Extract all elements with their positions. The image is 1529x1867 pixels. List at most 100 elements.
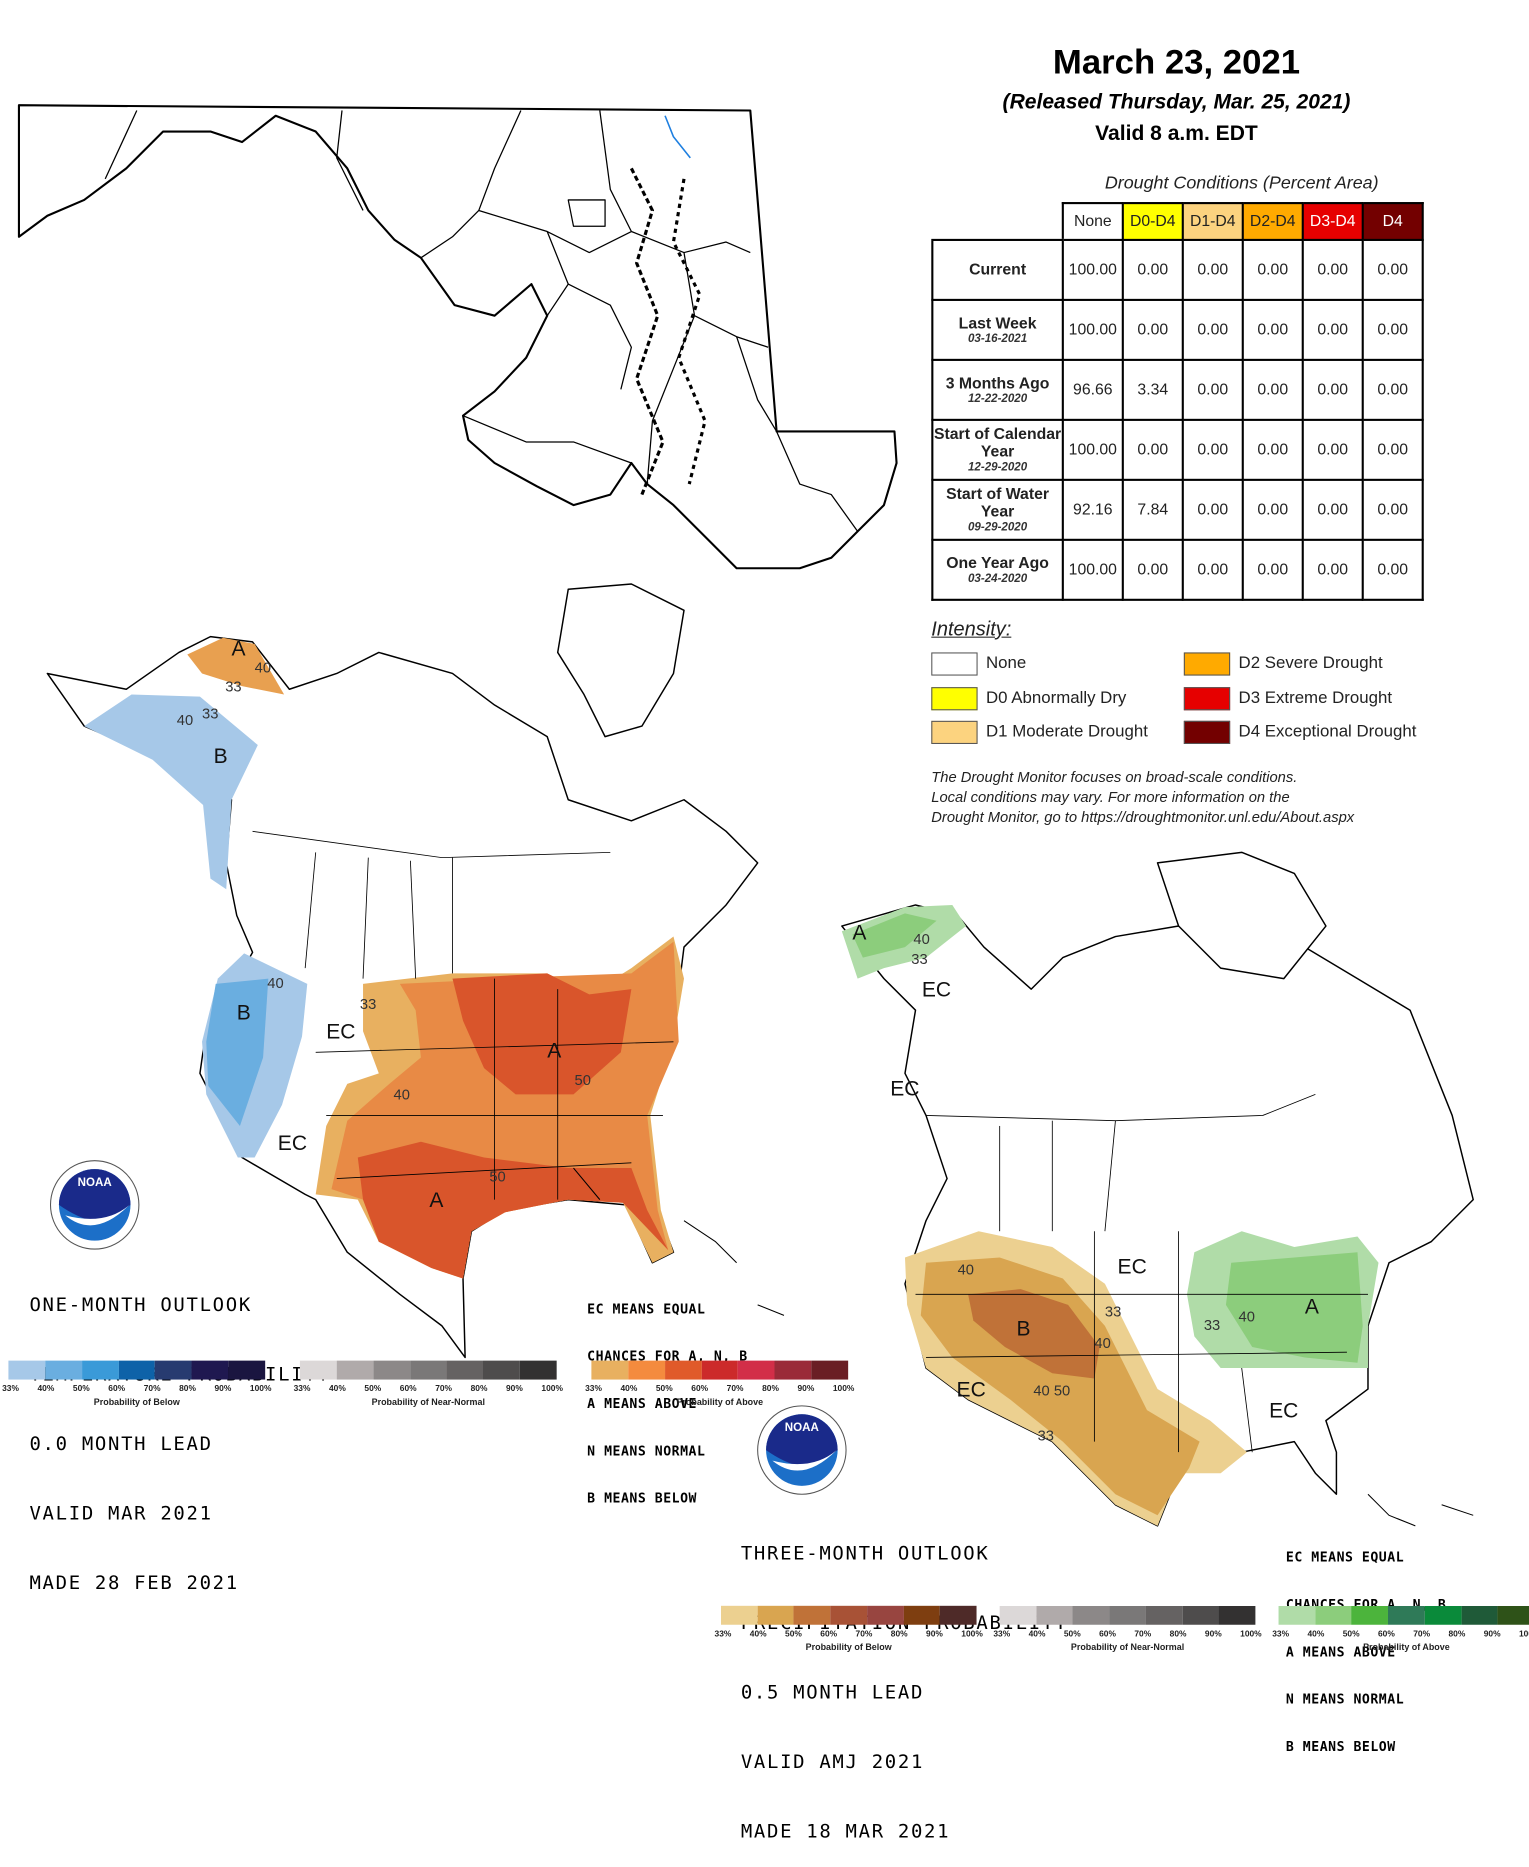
- tick-label: 40%: [749, 1628, 767, 1639]
- tick-label: 60%: [1099, 1628, 1116, 1639]
- colorbar-swatch: [228, 1360, 266, 1380]
- region-label: 40: [176, 711, 194, 729]
- tick-label: 100%: [1240, 1628, 1262, 1639]
- title-line: 0.5 MONTH LEAD: [740, 1681, 925, 1704]
- colorbar-swatch: [1497, 1605, 1529, 1625]
- release-date: (Released Thursday, Mar. 25, 2021): [1002, 90, 1351, 114]
- colorbar-ticks: 33% 40% 50% 60% 70% 80% 90% 100%: [585, 1384, 854, 1395]
- colorbar-swatch: [701, 1360, 739, 1380]
- region-label: EC: [326, 1020, 356, 1044]
- table-cell: 0.00: [1301, 238, 1364, 301]
- legend-item-d2-severe-drought: D2 Severe Drought: [1183, 652, 1383, 676]
- disclaimer-line: The Drought Monitor focuses on broad-sca…: [931, 768, 1298, 786]
- title-line: THREE-MONTH OUTLOOK: [740, 1542, 990, 1565]
- colorbar-swatch: [999, 1605, 1037, 1625]
- row-label: One Year Ago 03-24-2020: [931, 538, 1064, 601]
- column-header-d2-d4: D2-D4: [1241, 202, 1304, 241]
- region-label: 40 50: [1033, 1381, 1071, 1399]
- region-label: A: [429, 1189, 444, 1213]
- legend-label: None: [986, 654, 1027, 673]
- tick-label: 80%: [1169, 1628, 1187, 1639]
- precipitation-outlook-title: THREE-MONTH OUTLOOK PRECIPITATION PROBAB…: [741, 1496, 1068, 1866]
- tick-label: 100%: [961, 1628, 983, 1639]
- tick-label: 90%: [1204, 1628, 1222, 1639]
- row-label-text: One Year Ago: [946, 554, 1049, 572]
- colorbar-swatch: [1218, 1605, 1256, 1625]
- table-cell: 100.00: [1061, 238, 1124, 301]
- region-label: 33: [359, 995, 377, 1013]
- table-cell: 0.00: [1301, 538, 1364, 601]
- table-cell: 0.00: [1301, 358, 1364, 421]
- precipitation-outlook-map: [841, 851, 1474, 1527]
- table-cell: 0.00: [1301, 298, 1364, 361]
- region-label: 33: [911, 950, 928, 968]
- region-label: 40: [393, 1085, 410, 1103]
- row-label: Start of Water Year 09-29-2020: [931, 478, 1064, 541]
- legend-label: D1 Moderate Drought: [986, 722, 1148, 741]
- intensity-legend-title: Intensity:: [931, 618, 1012, 641]
- region-label: EC: [1269, 1399, 1299, 1423]
- colorbar-swatch: [1072, 1605, 1110, 1625]
- region-label: A: [547, 1039, 562, 1063]
- tick-label: 90%: [1483, 1628, 1501, 1639]
- column-header-d1-d4: D1-D4: [1181, 202, 1244, 241]
- colorbar-swatch: [940, 1605, 977, 1625]
- legend-label: D4 Exceptional Drought: [1238, 722, 1417, 741]
- region-label: EC: [956, 1378, 986, 1402]
- tick-label: 40%: [1028, 1628, 1046, 1639]
- colorbar-swatch: [1424, 1605, 1462, 1625]
- table-cell: 0.00: [1181, 358, 1244, 421]
- colorbar-caption: Probability of Below: [93, 1396, 180, 1407]
- row-label: Last Week 03-16-2021: [931, 298, 1064, 361]
- region-label: EC: [921, 978, 952, 1002]
- valid-time: Valid 8 a.m. EDT: [1095, 122, 1258, 146]
- colorbar-swatch: [1388, 1605, 1425, 1625]
- region-label: B: [213, 745, 228, 769]
- colorbar-caption: Probability of Below: [805, 1641, 892, 1653]
- colorbar-ticks: 33% 40% 50% 60% 70% 80% 90% 100%: [1272, 1629, 1529, 1640]
- temperature-outlook-title: ONE-MONTH OUTLOOK TEMPERATURE PROBABILIT…: [29, 1248, 330, 1618]
- map-date-title: March 23, 2021: [1052, 42, 1301, 82]
- table-row: 3 Months Ago 12-22-2020 96.66 3.34 0.00 0.00 0…: [931, 358, 1424, 421]
- column-header-d0-d4: D0-D4: [1121, 202, 1184, 241]
- table-cell: 0.00: [1181, 538, 1244, 601]
- tick-label: 80%: [1448, 1628, 1466, 1639]
- table-cell: 96.66: [1061, 358, 1124, 421]
- tick-label: 33%: [2, 1383, 19, 1394]
- region-label: 33: [202, 705, 219, 722]
- table-cell: 0.00: [1241, 238, 1304, 301]
- tick-label: 60%: [691, 1383, 709, 1394]
- colorbar-swatch: [738, 1360, 775, 1380]
- tick-label: 40%: [1307, 1628, 1325, 1639]
- tick-label: 60%: [108, 1383, 126, 1394]
- tick-label: 90%: [505, 1383, 523, 1394]
- region-label: 40: [267, 974, 284, 992]
- region-label: A: [231, 637, 246, 661]
- title-line: VALID MAR 2021: [29, 1502, 213, 1525]
- tick-label: 70%: [726, 1383, 744, 1394]
- colorbar-swatch: [1109, 1605, 1146, 1625]
- region-label: EC: [1117, 1255, 1147, 1279]
- colorbar-swatch: [45, 1360, 82, 1380]
- tick-label: 70%: [435, 1383, 453, 1394]
- table-cell: 100.00: [1061, 418, 1124, 481]
- tick-label: 50%: [785, 1628, 802, 1639]
- table-cell: 0.00: [1241, 538, 1304, 601]
- region-label: A: [1304, 1295, 1319, 1319]
- precipitation_outlook-colorbar-2: [1278, 1605, 1529, 1625]
- table-row: One Year Ago 03-24-2020 100.00 0.00 0.00 0.00…: [931, 538, 1424, 601]
- row-label: 3 Months Ago 12-22-2020: [931, 358, 1064, 421]
- region-label: 33: [1203, 1316, 1221, 1334]
- tick-label: 70%: [1134, 1628, 1152, 1639]
- tick-label: 70%: [855, 1628, 873, 1639]
- table-cell: 0.00: [1181, 298, 1244, 361]
- colorbar-ticks: 33% 40% 50% 60% 70% 80% 90% 100%: [993, 1629, 1261, 1640]
- legend-label: D3 Extreme Drought: [1238, 689, 1393, 708]
- colorbar-swatch: [1036, 1605, 1073, 1625]
- colorbar-caption: Probability of Near-Normal: [1070, 1641, 1185, 1653]
- colorbar-swatch: [446, 1360, 484, 1380]
- colorbar-swatch: [628, 1360, 665, 1380]
- colorbar-swatch: [8, 1360, 46, 1380]
- tick-label: 60%: [820, 1628, 838, 1639]
- colorbar-swatch: [591, 1360, 629, 1380]
